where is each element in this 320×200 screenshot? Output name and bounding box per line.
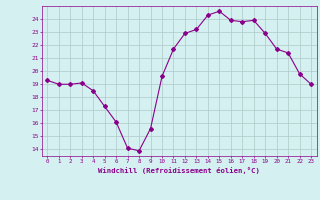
X-axis label: Windchill (Refroidissement éolien,°C): Windchill (Refroidissement éolien,°C) [98,167,260,174]
